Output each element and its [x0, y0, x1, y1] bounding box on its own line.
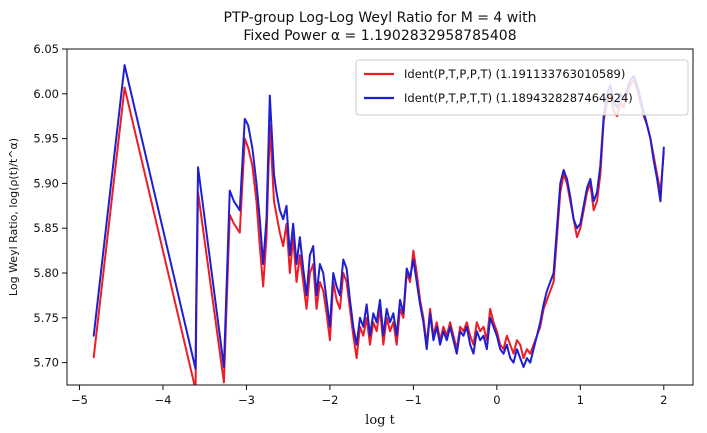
- y-tick-label: 5.70: [33, 356, 59, 370]
- x-tick-label: −3: [238, 393, 255, 407]
- x-tick-label: 2: [660, 393, 667, 407]
- y-tick-label: 5.95: [33, 132, 59, 146]
- series-line-2: [92, 64, 665, 370]
- chart-title-line1: PTP-group Log-Log Weyl Ratio for M = 4 w…: [224, 10, 537, 26]
- legend-label-series-1: Ident(P,T,P,P,T) (1.191133763010589): [404, 67, 625, 81]
- y-tick-label: 6.05: [33, 42, 59, 56]
- y-tick-label: 5.75: [33, 311, 59, 325]
- legend-label-series-2: Ident(P,T,P,T,T) (1.1894328287464924): [404, 91, 633, 105]
- y-axis-ticks: 5.70 5.75 5.80 5.85 5.90 5.95 6.00 6.05: [33, 42, 67, 370]
- legend: Ident(P,T,P,P,T) (1.191133763010589) Ide…: [355, 59, 689, 116]
- series-layer: [92, 64, 665, 385]
- x-tick-label: −2: [321, 393, 338, 407]
- x-axis-ticks: −5 −4 −3 −2 −1 0 1 2: [71, 385, 667, 407]
- y-axis-label: Log Weyl Ratio, log(ρ(t)/t^α): [7, 138, 20, 296]
- x-tick-label: 1: [577, 393, 584, 407]
- legend-box: [355, 59, 689, 116]
- y-tick-label: 5.90: [33, 176, 59, 190]
- x-axis-label: log t: [365, 413, 395, 428]
- x-tick-label: 0: [493, 393, 500, 407]
- y-tick-label: 5.85: [33, 221, 59, 235]
- x-tick-label: −1: [405, 393, 422, 407]
- x-tick-label: −4: [155, 393, 172, 407]
- plot-frame: [66, 48, 694, 386]
- x-tick-label: −5: [71, 393, 88, 407]
- y-tick-label: 6.00: [33, 87, 59, 101]
- y-tick-label: 5.80: [33, 266, 59, 280]
- chart-title-line2: Fixed Power α = 1.1902832958785408: [243, 28, 516, 44]
